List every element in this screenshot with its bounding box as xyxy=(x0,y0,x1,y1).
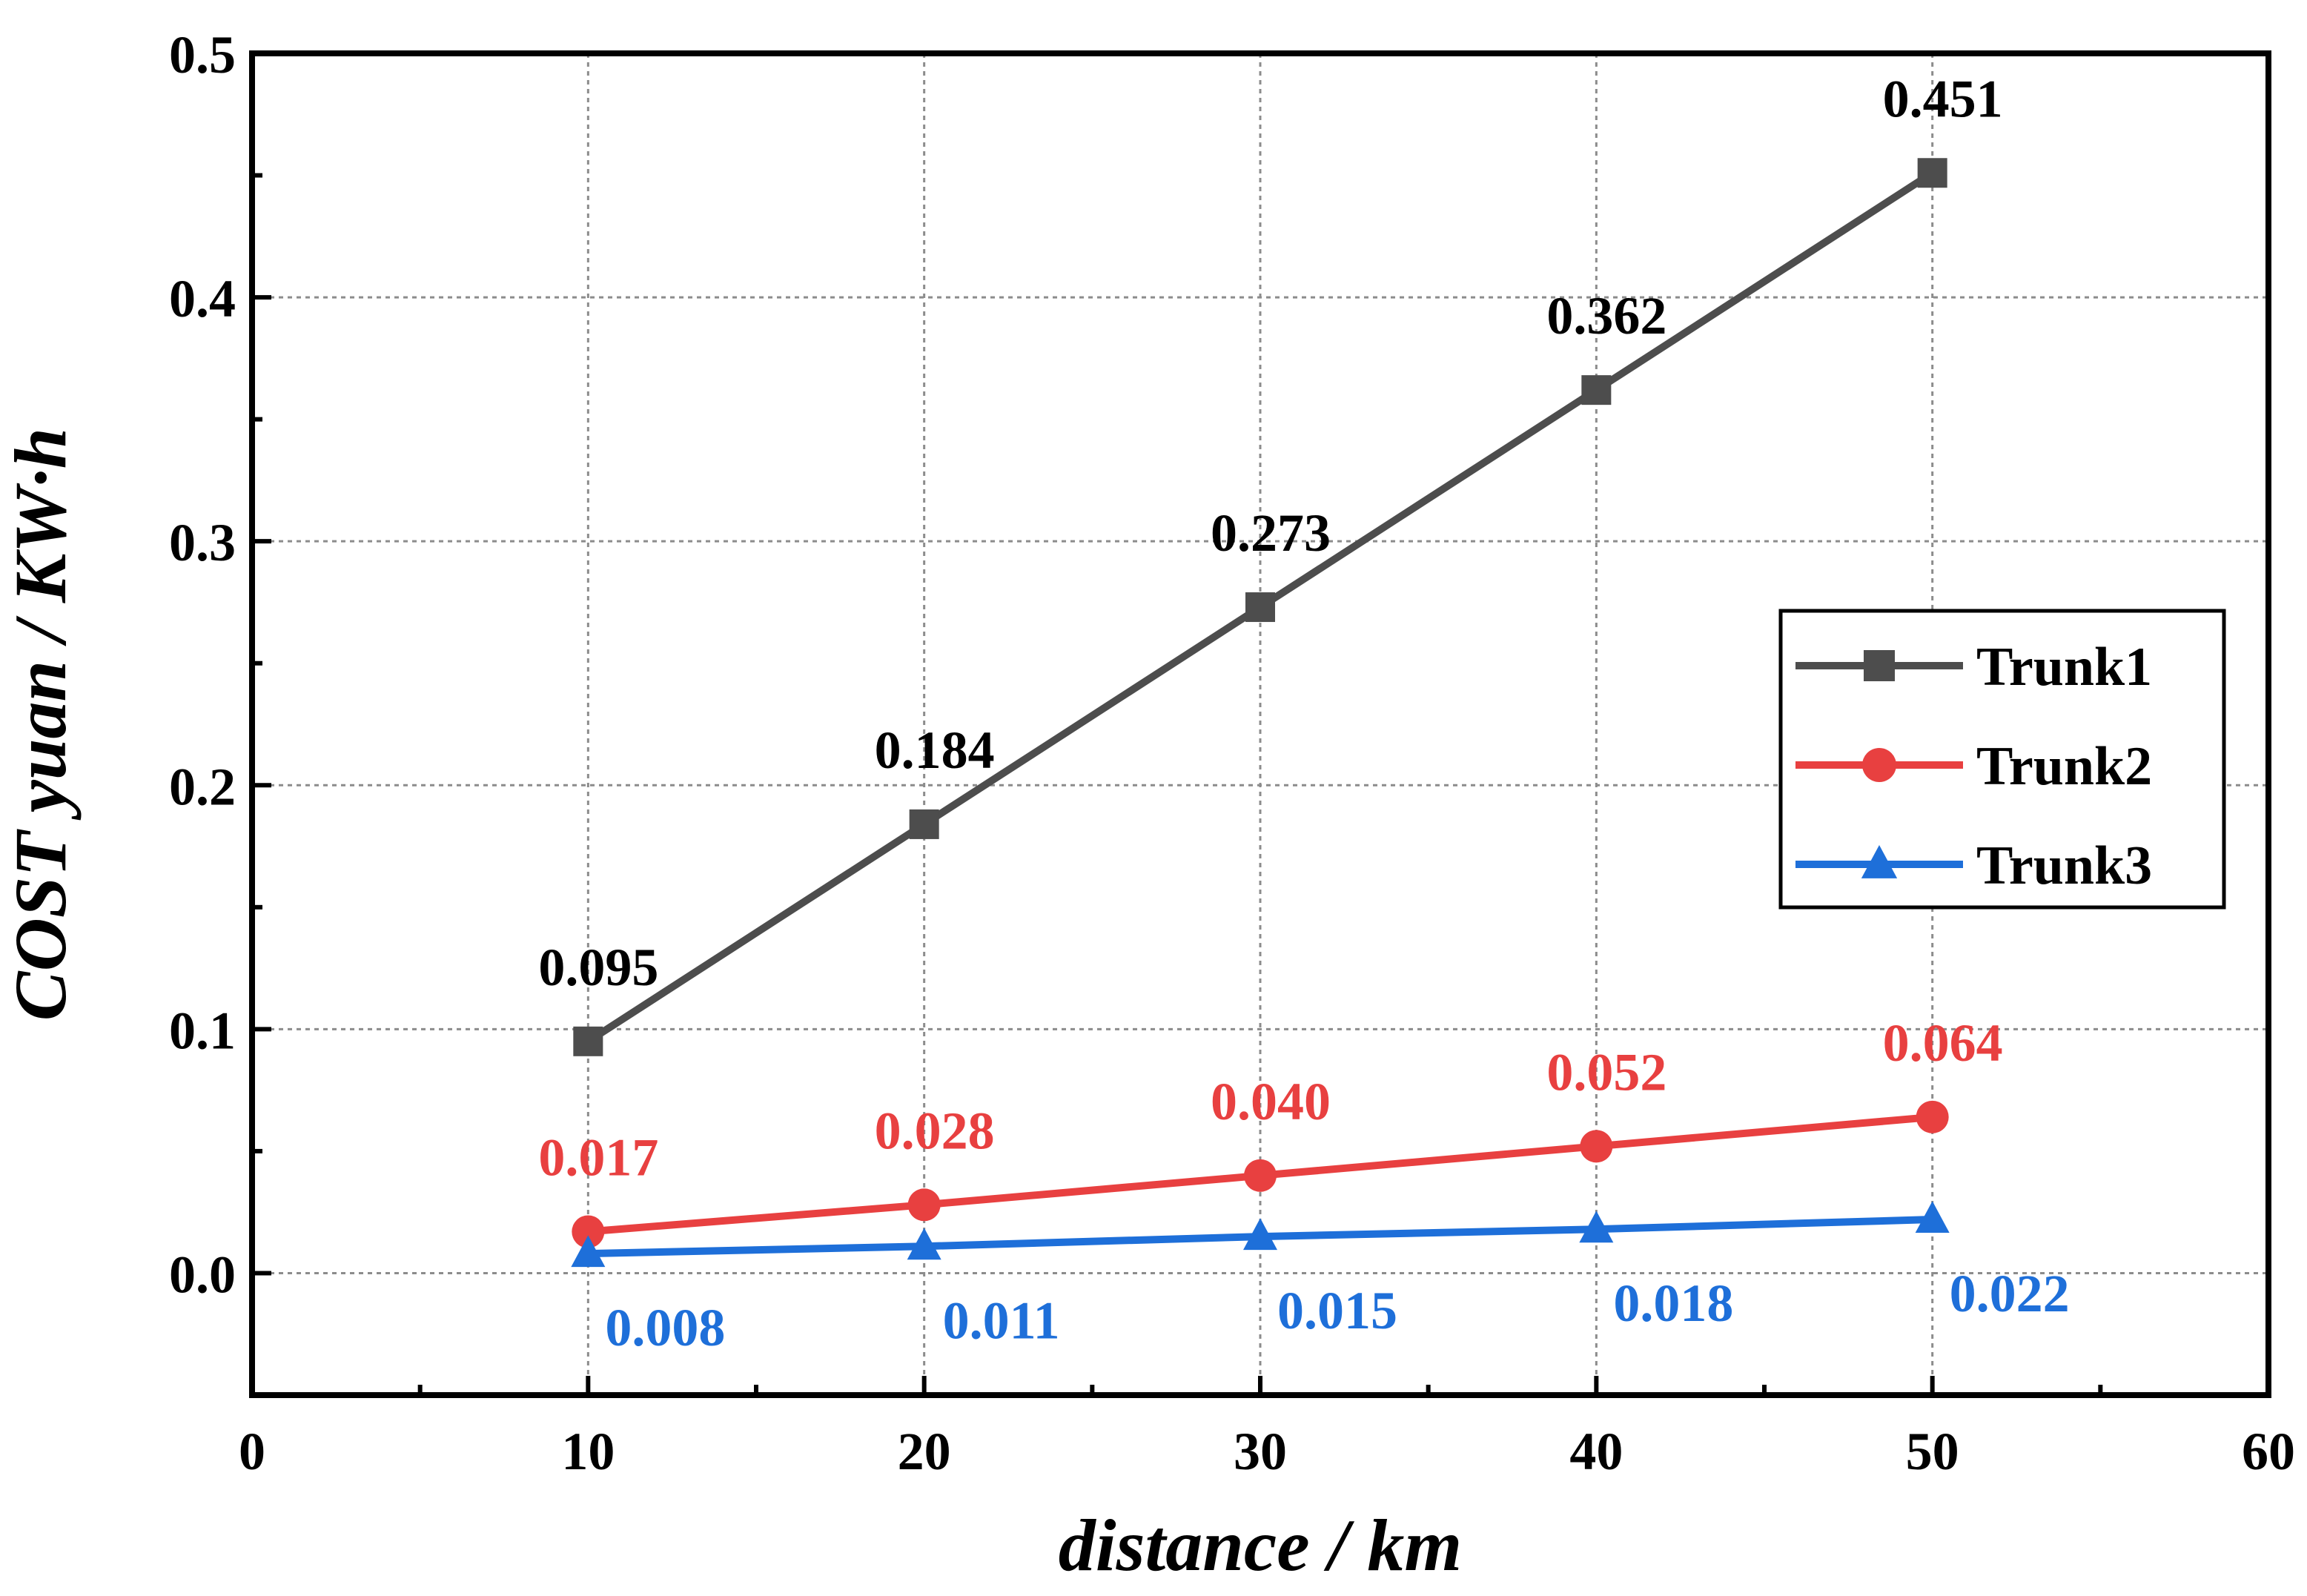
data-point-Trunk1 xyxy=(1245,592,1275,623)
data-point-Trunk3 xyxy=(907,1228,941,1260)
data-label-Trunk3: 0.008 xyxy=(605,1298,725,1357)
data-point-Trunk3 xyxy=(1243,1218,1277,1251)
x-axis-title: distance / km xyxy=(1059,1504,1462,1586)
x-tick-label: 20 xyxy=(898,1422,951,1481)
data-label-Trunk1: 0.095 xyxy=(538,938,658,997)
x-tick-label: 60 xyxy=(2242,1422,2295,1481)
data-label-Trunk2: 0.040 xyxy=(1211,1072,1331,1131)
x-tick-label: 0 xyxy=(239,1422,265,1481)
data-label-Trunk2: 0.052 xyxy=(1546,1042,1666,1102)
data-point-Trunk2 xyxy=(1916,1100,1949,1133)
x-tick-label: 10 xyxy=(561,1422,615,1481)
data-label-Trunk1: 0.451 xyxy=(1883,69,2003,128)
data-label-Trunk2: 0.064 xyxy=(1883,1013,2003,1073)
data-label-Trunk3: 0.018 xyxy=(1613,1274,1733,1333)
legend-marker xyxy=(1864,650,1895,681)
y-axis-title: COST yuan / KW·h xyxy=(0,428,82,1021)
legend-marker xyxy=(1862,748,1896,782)
legend[interactable]: Trunk1 Trunk2 Trunk3 xyxy=(1778,609,2226,910)
data-point-Trunk1 xyxy=(573,1026,603,1056)
legend-item-trunk1[interactable]: Trunk1 xyxy=(1795,637,2152,698)
y-tick-label: 0.4 xyxy=(169,269,236,328)
data-point-Trunk3 xyxy=(1915,1201,1950,1234)
data-label-Trunk3: 0.015 xyxy=(1277,1281,1397,1340)
data-label-Trunk1: 0.273 xyxy=(1211,503,1331,563)
data-point-Trunk2 xyxy=(572,1215,605,1248)
y-tick-label: 0.0 xyxy=(169,1245,236,1304)
data-point-Trunk1 xyxy=(1917,158,1947,188)
legend-item-trunk3[interactable]: Trunk3 xyxy=(1795,835,2152,896)
legend-box xyxy=(1778,609,2226,910)
data-point-Trunk3 xyxy=(1579,1211,1614,1243)
data-label-Trunk3: 0.011 xyxy=(943,1291,1060,1350)
x-tick-label: 40 xyxy=(1569,1422,1623,1481)
data-point-Trunk1 xyxy=(909,809,939,839)
y-tick-label: 0.1 xyxy=(169,1001,236,1060)
data-label-Trunk1: 0.184 xyxy=(875,721,995,780)
y-tick-label: 0.3 xyxy=(169,513,236,572)
data-label-Trunk2: 0.028 xyxy=(875,1101,995,1160)
data-point-Trunk1 xyxy=(1581,375,1612,405)
data-point-Trunk3 xyxy=(571,1235,606,1268)
legend-label: Trunk2 xyxy=(1976,736,2152,797)
legend-item-trunk2[interactable]: Trunk2 xyxy=(1795,736,2152,797)
data-label-Trunk2: 0.017 xyxy=(538,1128,658,1188)
data-label-Trunk1: 0.362 xyxy=(1546,286,1666,345)
x-tick-label: 50 xyxy=(1906,1422,1959,1481)
data-label-Trunk3: 0.022 xyxy=(1950,1264,2070,1323)
data-label-layer: 0.095 0.184 0.273 0.362 0.451 0.017 0.028 0.040… xyxy=(538,69,2069,1357)
x-tick-label: 30 xyxy=(1234,1422,1287,1481)
series-layer xyxy=(571,158,1950,1268)
y-tick-label: 0.5 xyxy=(169,25,236,85)
y-tick-label: 0.2 xyxy=(169,757,236,816)
data-point-Trunk2 xyxy=(1244,1159,1277,1192)
data-point-Trunk2 xyxy=(907,1188,941,1222)
legend-label: Trunk1 xyxy=(1976,637,2152,698)
legend-label: Trunk3 xyxy=(1976,835,2152,896)
legend-marker xyxy=(1861,844,1898,878)
data-point-Trunk2 xyxy=(1580,1130,1613,1163)
tick-layer: 0 10 20 30 40 50 60 0.0 0.1 0.2 0.3 0.4 0.5 xyxy=(169,25,2295,1481)
